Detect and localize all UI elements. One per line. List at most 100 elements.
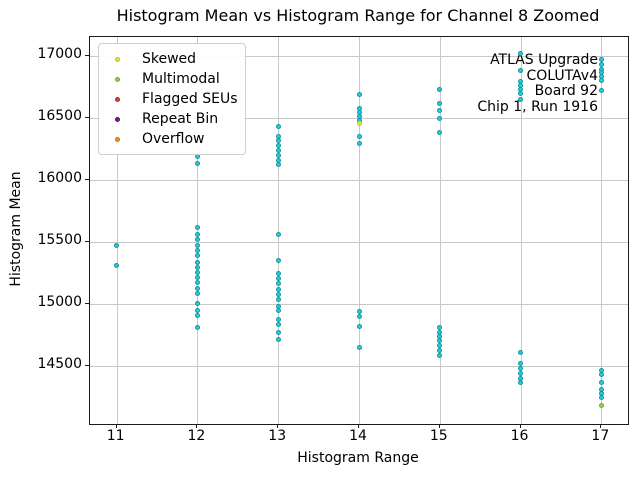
x-tick-label: 15 xyxy=(429,428,448,444)
legend-item-overflow: Overflow xyxy=(99,129,231,149)
scatter-point xyxy=(275,291,281,297)
scatter-point xyxy=(194,301,200,307)
legend-label: Skewed xyxy=(142,51,197,67)
y-tick-mark xyxy=(85,364,89,366)
legend-item-repeat-bin: Repeat Bin xyxy=(99,109,231,129)
annotation-line: ATLAS Upgrade xyxy=(490,52,598,68)
scatter-point xyxy=(275,329,281,335)
scatter-point xyxy=(194,275,200,281)
x-gridline xyxy=(520,37,522,424)
scatter-point xyxy=(356,324,362,330)
scatter-point xyxy=(518,350,524,356)
scatter-point xyxy=(275,321,281,327)
scatter-point xyxy=(194,291,200,297)
annotation-line: Chip 1, Run 1916 xyxy=(477,98,598,115)
y-tick-mark xyxy=(85,302,89,304)
scatter-point xyxy=(356,313,362,319)
scatter-point xyxy=(194,253,200,259)
scatter-point xyxy=(275,147,281,153)
scatter-point xyxy=(194,270,200,276)
x-gridline xyxy=(359,37,360,424)
y-tick-label: 17000 xyxy=(37,45,82,62)
y-tick-label: 15500 xyxy=(37,231,82,248)
scatter-point-skewed xyxy=(356,120,362,126)
scatter-point xyxy=(275,162,281,168)
legend-label: Multimodal xyxy=(142,71,220,87)
scatter-point xyxy=(518,97,524,103)
y-tick-label: 15000 xyxy=(37,293,82,310)
scatter-point xyxy=(194,286,200,292)
x-tick-mark xyxy=(277,424,279,428)
x-tick-label: 16 xyxy=(510,428,529,444)
scatter-point xyxy=(194,312,200,318)
scatter-point xyxy=(275,281,281,287)
scatter-point xyxy=(598,371,604,377)
scatter-point xyxy=(194,231,200,237)
scatter-point xyxy=(518,50,524,56)
x-tick-label: 12 xyxy=(187,428,206,444)
x-gridline xyxy=(116,37,118,424)
legend-label: Repeat Bin xyxy=(142,111,219,127)
scatter-point xyxy=(275,316,281,322)
overflow-marker-icon xyxy=(115,136,120,142)
scatter-point xyxy=(194,308,200,313)
x-gridline xyxy=(278,37,280,424)
y-tick-mark xyxy=(85,240,89,242)
scatter-point xyxy=(437,342,443,348)
y-tick-mark xyxy=(85,116,89,118)
scatter-point xyxy=(518,67,524,73)
scatter-point xyxy=(598,56,604,62)
skewed-marker-icon xyxy=(115,56,120,62)
scatter-point xyxy=(194,280,200,286)
y-tick-mark xyxy=(85,178,89,180)
legend-item-multimodal: Multimodal xyxy=(99,69,231,89)
scatter-point xyxy=(275,152,281,158)
scatter-point xyxy=(518,365,524,371)
x-gridline xyxy=(439,37,441,424)
scatter-point xyxy=(194,161,200,167)
scatter-point xyxy=(275,276,281,282)
y-tick-label: 14500 xyxy=(37,355,82,372)
y-tick-label: 16500 xyxy=(37,107,82,124)
y-gridline xyxy=(90,303,628,305)
x-tick-mark xyxy=(196,424,198,428)
x-tick-mark xyxy=(438,424,440,428)
scatter-point xyxy=(194,242,200,248)
x-tick-label: 17 xyxy=(591,428,610,444)
scatter-point xyxy=(356,140,362,146)
scatter-point xyxy=(518,379,524,385)
y-gridline xyxy=(90,241,628,243)
repeat-bin-marker-icon xyxy=(115,116,120,122)
scatter-point xyxy=(114,262,120,268)
scatter-point xyxy=(194,324,200,330)
y-tick-mark xyxy=(85,54,89,56)
scatter-point-multimodal xyxy=(598,402,604,408)
scatter-point xyxy=(194,264,200,270)
legend-item-flagged-seus: Flagged SEUs xyxy=(99,89,238,109)
x-axis-label: Histogram Range xyxy=(297,450,419,466)
scatter-point xyxy=(275,231,281,237)
x-tick-mark xyxy=(519,424,521,428)
scatter-point xyxy=(275,124,281,130)
plot-area: Skewed Multimodal Flagged SEUs Repeat Bi… xyxy=(89,36,629,425)
x-gridline xyxy=(197,37,199,424)
scatter-point xyxy=(437,101,443,107)
x-tick-label: 14 xyxy=(349,428,367,444)
annotation-line: Board 92 xyxy=(534,83,598,99)
y-gridline xyxy=(90,55,628,57)
scatter-point xyxy=(437,116,443,122)
scatter-point xyxy=(518,360,524,366)
x-tick-label: 13 xyxy=(268,428,287,444)
scatter-point xyxy=(275,258,281,264)
scatter-point xyxy=(437,352,443,358)
flagged-seus-marker-icon xyxy=(115,96,120,102)
scatter-point xyxy=(194,247,200,253)
scatter-point xyxy=(356,92,362,98)
scatter-point xyxy=(275,296,281,302)
annotation-line: COLUTAv4 xyxy=(526,67,598,84)
scatter-point xyxy=(437,107,443,113)
scatter-point xyxy=(518,370,524,376)
x-gridline xyxy=(601,37,603,424)
scatter-point xyxy=(194,259,200,265)
